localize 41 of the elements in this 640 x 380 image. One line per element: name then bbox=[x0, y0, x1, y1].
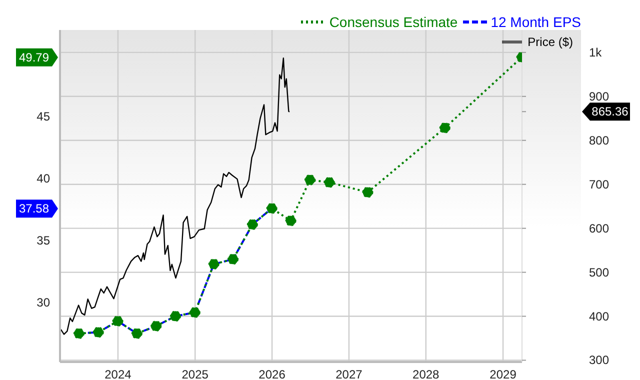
y-tick-label: 30 bbox=[36, 296, 50, 310]
x-tick-label: 2028 bbox=[412, 368, 440, 380]
x-tick-label: 2027 bbox=[336, 368, 363, 380]
point bbox=[246, 218, 258, 230]
point bbox=[304, 174, 316, 186]
point bbox=[208, 258, 220, 270]
point bbox=[189, 306, 200, 318]
x-tick-label: 2025 bbox=[182, 368, 209, 380]
point bbox=[112, 316, 124, 327]
y2-tick-label: 600 bbox=[589, 221, 610, 236]
point bbox=[439, 122, 450, 134]
point bbox=[170, 310, 181, 322]
legend-label: Price ($) bbox=[528, 35, 573, 49]
point bbox=[73, 328, 84, 340]
x-tick-label: 2029 bbox=[490, 368, 517, 380]
y2-tick-label: 500 bbox=[589, 265, 610, 280]
y-tick-label: 40 bbox=[36, 172, 50, 186]
y2-tick-label: 400 bbox=[589, 309, 610, 324]
point bbox=[131, 328, 142, 340]
x-tick-label: 2024 bbox=[104, 368, 132, 380]
point bbox=[228, 254, 239, 265]
y2-tick-label: 1k bbox=[589, 45, 603, 60]
point bbox=[150, 320, 162, 332]
line-series bbox=[60, 58, 290, 335]
point bbox=[92, 326, 104, 338]
point bbox=[324, 176, 335, 188]
y2-tick-label: 865.36 bbox=[592, 104, 629, 119]
x-tick-label: 2026 bbox=[258, 368, 286, 380]
y2-tick-label: 700 bbox=[589, 177, 610, 192]
point bbox=[266, 202, 278, 214]
y-tick-label: 49.79 bbox=[18, 50, 50, 64]
legend-label: Consensus Estimate bbox=[329, 14, 458, 30]
y-tick-label: 35 bbox=[36, 234, 50, 248]
point bbox=[362, 186, 374, 198]
legend-label: 12 Month EPS bbox=[490, 14, 581, 30]
y2-tick-label: 800 bbox=[589, 133, 610, 148]
y-tick-label: 37.58 bbox=[18, 202, 50, 216]
y-tick-label: 45 bbox=[36, 110, 50, 124]
y2-tick-label: 300 bbox=[589, 353, 610, 368]
y2-tick-label: 900 bbox=[589, 89, 610, 104]
point bbox=[285, 215, 296, 226]
